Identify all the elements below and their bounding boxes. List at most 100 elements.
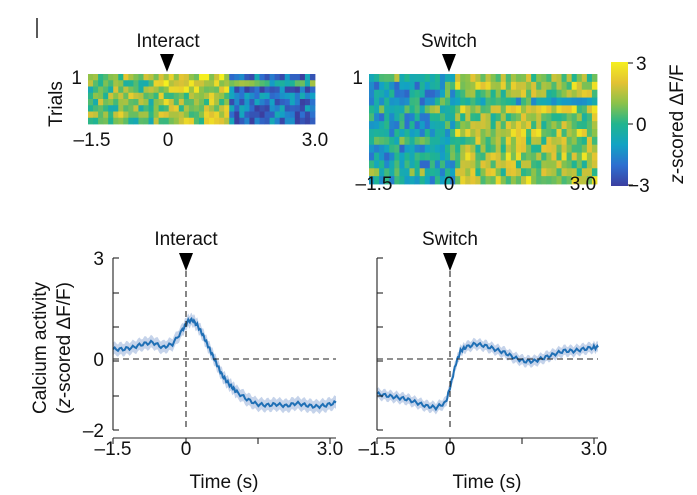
heatmap-cell <box>118 111 124 119</box>
heatmap-cell <box>414 105 421 114</box>
heatmap-cell <box>531 144 537 153</box>
heatmap-cell <box>269 74 276 81</box>
heatmap-cell <box>495 136 502 146</box>
heatmap-cell <box>193 105 200 112</box>
heatmap-cell <box>269 99 276 106</box>
heatmap-cell <box>143 105 149 112</box>
heatmap-cell <box>294 105 301 112</box>
heatmap-cell <box>409 81 415 91</box>
heatmap-cell <box>254 92 260 100</box>
heatmap-cell <box>500 136 507 146</box>
heatmap-cell <box>138 86 144 94</box>
heatmap-cell <box>229 74 235 81</box>
heatmap-cell <box>450 168 456 177</box>
heatmap-cell <box>515 144 522 153</box>
heatmap-cell <box>88 105 94 112</box>
heatmap-cell <box>586 152 593 161</box>
heatmap-cell <box>414 152 421 161</box>
heatmap-cell <box>419 136 426 146</box>
heatmap-cell <box>510 144 517 153</box>
heatmap-cell <box>204 92 210 100</box>
heatmap-cell <box>409 176 415 185</box>
heatmap-cell <box>576 113 583 122</box>
heatmap-cell <box>576 144 583 153</box>
heatmap-cell <box>374 168 380 177</box>
heatmap-cell <box>404 105 410 114</box>
heatmap-cell <box>566 144 573 153</box>
heatmap-cell <box>98 111 104 119</box>
heatmap-cell <box>103 117 109 125</box>
heatmap-cell <box>399 144 405 153</box>
heatmap-cell <box>404 89 410 98</box>
heatmap-cell <box>531 74 537 83</box>
heatmap-cell <box>369 136 375 146</box>
heatmap-cell <box>374 97 380 106</box>
heatmap-cell <box>304 92 311 100</box>
heatmap-cell <box>384 176 390 185</box>
heatmap-cell <box>299 92 306 100</box>
heatmap-cell <box>88 92 94 100</box>
heatmap-cell <box>571 89 578 98</box>
heatmap-cell <box>103 99 109 106</box>
heatmap-cell <box>566 160 573 169</box>
heatmap-cell <box>138 105 144 112</box>
heatmap-cell <box>591 105 598 114</box>
heatmap-cell <box>173 99 180 106</box>
heatmap-cell <box>289 99 296 106</box>
heatmap-cell <box>304 74 311 81</box>
heatmap-cell <box>450 152 456 161</box>
heatmap-interact-ylabel: Trials <box>46 81 67 127</box>
heatmap-cell <box>495 176 502 185</box>
heatmap-interact-ytick: 1 <box>71 68 82 89</box>
heatmap-cell <box>304 105 311 112</box>
heatmap-cell <box>123 105 129 112</box>
heatmap-cell <box>434 168 441 177</box>
heatmap-cell <box>510 97 517 106</box>
heatmap-cell <box>178 105 185 112</box>
heatmap-cell <box>88 99 94 106</box>
heatmap-cell <box>470 176 476 185</box>
x-axis-ticks <box>112 438 331 444</box>
heatmap-cell <box>304 117 311 125</box>
heatmap-cell <box>404 74 410 83</box>
heatmap-cell <box>404 81 410 91</box>
heatmap-cell <box>274 111 281 119</box>
heatmap-cell <box>178 74 185 81</box>
heatmap-cell <box>163 80 170 87</box>
heatmap-cell <box>399 113 405 122</box>
heatmap-cell <box>480 74 486 83</box>
heatmap-cell <box>470 81 476 91</box>
heatmap-cell <box>294 111 301 119</box>
heatmap-cell <box>419 121 426 130</box>
heatmap-cell <box>445 121 451 130</box>
heatmap-cell <box>163 117 170 125</box>
heatmap-cell <box>450 160 456 169</box>
heatmap-cell <box>148 111 154 119</box>
heatmap-cell <box>434 74 441 83</box>
heatmap-cell <box>198 74 205 81</box>
heatmap-cell <box>389 168 395 177</box>
heatmap-cell <box>198 105 205 112</box>
heatmap-cell <box>168 111 175 119</box>
heatmap-cell <box>515 152 522 161</box>
heatmap-cell <box>439 121 446 130</box>
heatmap-cell <box>163 92 170 100</box>
heatmap-cell <box>510 152 517 161</box>
heatmap-cell <box>495 168 502 177</box>
heatmap-cell <box>209 117 215 125</box>
heatmap-cell <box>445 129 451 138</box>
heatmap-cell <box>546 97 552 106</box>
heatmap-cell <box>214 92 220 100</box>
heatmap-cell <box>224 105 230 112</box>
heatmap-switch-ytick: 1 <box>352 68 363 89</box>
heatmap-cell <box>123 117 129 125</box>
heatmap-cell <box>439 144 446 153</box>
heatmap-cell <box>566 74 573 83</box>
heatmap-cell <box>541 152 547 161</box>
heatmap-cell <box>505 97 512 106</box>
heatmap-cell <box>178 92 185 100</box>
heatmap-cell <box>389 121 395 130</box>
heatmap-cell <box>591 74 598 83</box>
heatmap-cell <box>500 152 507 161</box>
heatmap-cell <box>581 105 588 114</box>
